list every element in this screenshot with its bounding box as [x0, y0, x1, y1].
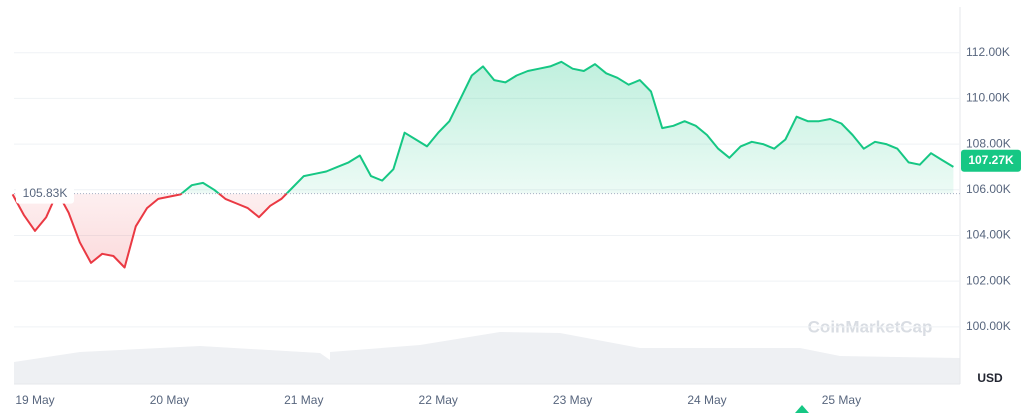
area — [12, 61, 954, 268]
x-tick-label: 20 May — [150, 393, 189, 407]
baseline-label-bg — [16, 183, 74, 204]
baseline-label: 105.83K — [23, 186, 68, 200]
y-tick-label: 106.00K — [966, 182, 1011, 196]
x-tick-label: 25 May — [822, 393, 861, 407]
volume-area — [14, 332, 960, 384]
marker — [795, 405, 809, 413]
x-tick-label: 21 May — [284, 393, 323, 407]
price-tag — [961, 149, 1021, 172]
x-tick-label: 22 May — [419, 393, 458, 407]
x-tick-label: 24 May — [687, 393, 726, 407]
y-tick-label: 112.00K — [966, 45, 1010, 59]
x-tick-label: 23 May — [553, 393, 592, 407]
y-tick-label: 110.00K — [966, 91, 1010, 105]
y-tick-label: 104.00K — [966, 228, 1011, 242]
x-tick-label: 19 May — [15, 393, 54, 407]
y-tick-label: 102.00K — [966, 273, 1011, 287]
y-tick-label: 108.00K — [966, 136, 1011, 150]
y-unit: USD — [977, 371, 1003, 385]
price-tag-label: 107.27K — [968, 153, 1014, 167]
price-line — [11, 60, 954, 269]
y-tick-label: 100.00K — [966, 319, 1011, 333]
